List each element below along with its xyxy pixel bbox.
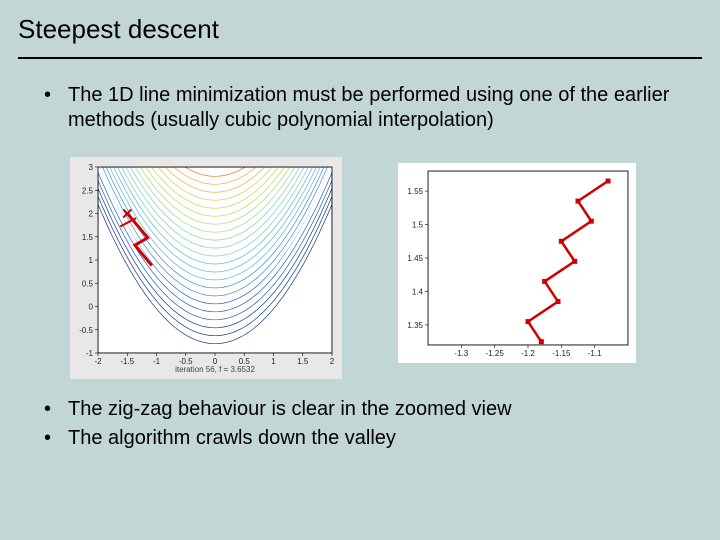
svg-text:1.55: 1.55 [407, 187, 423, 196]
svg-text:3: 3 [89, 163, 94, 172]
svg-text:-1.5: -1.5 [120, 357, 134, 366]
slide-title: Steepest descent [18, 14, 702, 45]
svg-text:-1.25: -1.25 [486, 349, 505, 358]
svg-text:1.4: 1.4 [412, 287, 424, 296]
bullet-3: The algorithm crawls down the valley [40, 426, 680, 451]
svg-text:1.35: 1.35 [407, 321, 423, 330]
bullet-2: The zig-zag behaviour is clear in the zo… [40, 397, 680, 422]
svg-text:1.45: 1.45 [407, 254, 423, 263]
bullet-1: The 1D line minimization must be perform… [40, 83, 680, 133]
svg-text:1: 1 [89, 256, 94, 265]
charts-row: -2-1.5-1-0.500.511.52-1-0.500.511.522.53… [70, 157, 680, 379]
zigzag-chart-svg: -1.3 -1.25 -1.2 -1.15 -1.1 1.35 1.4 1.45 1.5 1.55 [398, 163, 636, 363]
svg-text:iteration 56, f = 3.6532: iteration 56, f = 3.6532 [175, 365, 255, 374]
svg-text:1: 1 [271, 357, 276, 366]
svg-text:-1.1: -1.1 [588, 349, 602, 358]
svg-text:2: 2 [89, 210, 94, 219]
svg-text:-0.5: -0.5 [79, 326, 93, 335]
contour-chart-svg: -2-1.5-1-0.500.511.52-1-0.500.511.522.53… [74, 161, 338, 375]
svg-text:1.5: 1.5 [412, 221, 424, 230]
svg-text:2.5: 2.5 [82, 186, 94, 195]
svg-text:-1.3: -1.3 [454, 349, 468, 358]
svg-text:-1.15: -1.15 [552, 349, 571, 358]
svg-text:0.5: 0.5 [82, 279, 94, 288]
svg-text:-1: -1 [153, 357, 161, 366]
zigzag-chart-panel: -1.3 -1.25 -1.2 -1.15 -1.1 1.35 1.4 1.45 1.5 1.55 [398, 163, 636, 363]
svg-text:2: 2 [330, 357, 335, 366]
svg-text:1.5: 1.5 [82, 233, 94, 242]
svg-text:-1.2: -1.2 [521, 349, 535, 358]
svg-text:-2: -2 [94, 357, 102, 366]
svg-text:-1: -1 [86, 349, 94, 358]
contour-chart-panel: -2-1.5-1-0.500.511.52-1-0.500.511.522.53… [70, 157, 342, 379]
svg-text:0: 0 [89, 303, 94, 312]
svg-text:1.5: 1.5 [297, 357, 309, 366]
